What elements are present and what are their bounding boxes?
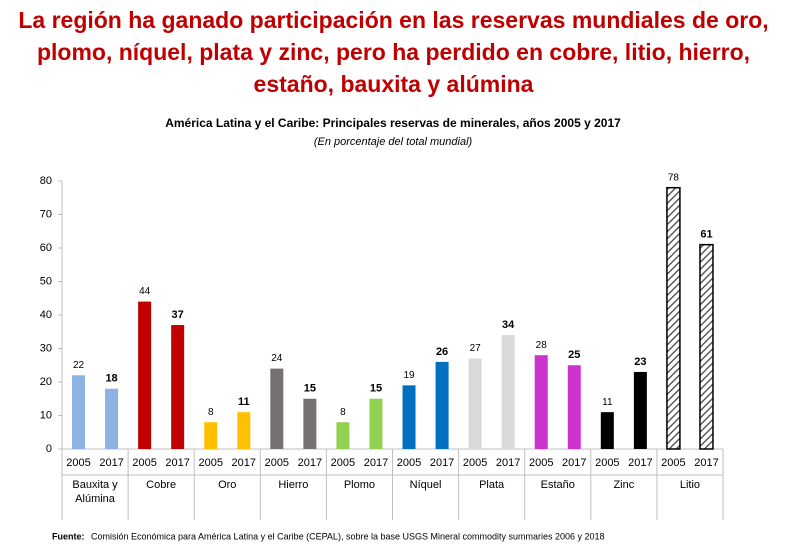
data-label: 23 xyxy=(634,356,646,368)
data-label: 22 xyxy=(73,360,85,371)
data-label: 61 xyxy=(700,229,712,241)
category-label-box: Cobre xyxy=(146,479,177,491)
y-tick-label: 70 xyxy=(40,208,52,220)
x-sub-label: 2005 xyxy=(529,457,553,469)
bar xyxy=(633,371,647,449)
data-label: 11 xyxy=(238,396,250,408)
bar xyxy=(72,375,86,449)
bar xyxy=(468,358,482,449)
x-sub-label: 2005 xyxy=(463,457,487,469)
data-label: 25 xyxy=(568,349,580,361)
x-sub-label: 2005 xyxy=(595,457,619,469)
bar xyxy=(138,301,152,449)
x-category-label: Estaño xyxy=(540,479,575,491)
x-category-label: Plata xyxy=(479,479,505,491)
x-sub-label: 2005 xyxy=(661,457,685,469)
y-tick-label: 80 xyxy=(40,175,52,187)
x-category-label: Oro xyxy=(218,479,237,491)
bar xyxy=(270,368,284,449)
y-tick-label: 30 xyxy=(40,342,52,354)
bar xyxy=(336,422,350,449)
bar xyxy=(534,355,548,449)
bar xyxy=(600,412,614,449)
x-sub-label: 2005 xyxy=(331,457,355,469)
x-sub-label: 2005 xyxy=(198,457,222,469)
x-sub-label: 2017 xyxy=(232,457,256,469)
x-sub-label: 2005 xyxy=(397,457,421,469)
x-category-label: Plomo xyxy=(343,479,376,491)
x-category-label: Litio xyxy=(679,479,701,491)
category-label-box: Bauxita y Alúmina xyxy=(72,479,118,505)
data-label: 28 xyxy=(536,340,548,351)
x-sub-label: 2017 xyxy=(496,457,520,469)
data-label: 78 xyxy=(668,172,680,183)
bar xyxy=(237,412,251,449)
x-sub-label: 2017 xyxy=(165,457,189,469)
data-label: 15 xyxy=(370,383,382,395)
data-label: 11 xyxy=(602,397,613,408)
x-sub-label: 2005 xyxy=(132,457,156,469)
chart-title: América Latina y el Caribe: Principales … xyxy=(165,116,621,130)
data-label: 24 xyxy=(271,353,283,364)
data-label: 44 xyxy=(139,286,151,297)
data-label: 26 xyxy=(436,346,448,358)
bar xyxy=(303,398,317,449)
category-label-box: Níquel xyxy=(409,479,442,491)
bar xyxy=(501,335,515,449)
y-tick-label: 10 xyxy=(40,409,52,421)
x-category-label: Bauxita y Alúmina xyxy=(72,479,118,505)
bar xyxy=(105,388,119,449)
y-tick-label: 50 xyxy=(40,275,52,287)
source: Comisión Económica para América Latina y… xyxy=(91,531,605,541)
data-label: 34 xyxy=(502,319,515,331)
x-sub-label: 2017 xyxy=(562,457,586,469)
bar xyxy=(567,365,581,449)
data-label: 37 xyxy=(172,309,184,321)
bar xyxy=(435,361,449,449)
data-label: 15 xyxy=(304,383,316,395)
x-sub-label: 2017 xyxy=(694,457,718,469)
x-category-label: Níquel xyxy=(409,479,442,491)
chart-subtitle: (En porcentaje del total mundial) xyxy=(314,136,473,148)
x-sub-label: 2005 xyxy=(265,457,289,469)
category-label-box: Litio xyxy=(679,479,701,491)
category-label-box: Plata xyxy=(479,479,505,491)
data-label: 18 xyxy=(105,373,117,385)
x-sub-label: 2017 xyxy=(298,457,322,469)
headline: La región ha ganado participación en las… xyxy=(18,7,769,97)
data-label: 19 xyxy=(403,370,415,381)
x-category-label: Hierro xyxy=(278,479,309,491)
category-label-box: Zinc xyxy=(613,479,635,491)
bar xyxy=(204,422,218,449)
y-tick-label: 20 xyxy=(40,376,52,388)
y-tick-label: 60 xyxy=(40,242,52,254)
y-tick-label: 40 xyxy=(40,309,52,321)
x-sub-label: 2005 xyxy=(66,457,90,469)
source-label: Fuente: xyxy=(52,531,85,541)
bar xyxy=(666,186,681,450)
bar xyxy=(699,243,714,450)
x-sub-label: 2017 xyxy=(364,457,388,469)
data-label: 27 xyxy=(470,343,482,354)
data-label: 8 xyxy=(340,407,346,418)
x-sub-label: 2017 xyxy=(99,457,123,469)
x-category-label: Cobre xyxy=(146,479,177,491)
y-tick-label: 0 xyxy=(46,443,52,455)
bar xyxy=(402,385,416,449)
category-label-box: Oro xyxy=(218,479,237,491)
category-label-box: Plomo xyxy=(343,479,376,491)
x-category-label: Zinc xyxy=(613,479,635,491)
data-label: 8 xyxy=(208,407,214,418)
category-label-box: Estaño xyxy=(540,479,575,491)
x-sub-label: 2017 xyxy=(430,457,454,469)
bar xyxy=(171,325,185,449)
category-label-box: Hierro xyxy=(278,479,309,491)
bar xyxy=(369,398,383,449)
x-sub-label: 2017 xyxy=(628,457,652,469)
